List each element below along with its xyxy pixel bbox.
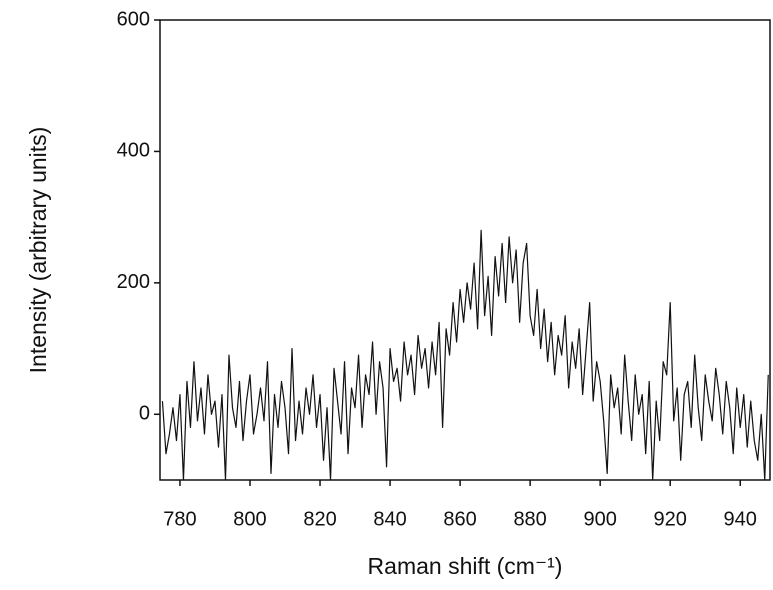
x-tick-label: 800	[233, 508, 266, 530]
y-tick-label: 600	[117, 8, 150, 30]
x-tick-label: 860	[443, 508, 476, 530]
y-axis-label: Intensity (arbitrary units)	[25, 127, 51, 374]
x-tick-label: 920	[654, 508, 687, 530]
x-axis-label: Raman shift (cm⁻¹)	[368, 553, 563, 579]
plot-area	[161, 229, 769, 480]
y-tick-label: 200	[117, 271, 150, 293]
x-tick-label: 900	[583, 508, 616, 530]
x-tick-label: 780	[163, 508, 196, 530]
y-tick-label: 0	[139, 403, 150, 425]
spectrum-line	[161, 229, 769, 480]
x-tick-label: 840	[373, 508, 406, 530]
y-tick-label: 400	[117, 140, 150, 162]
x-tick-label: 940	[724, 508, 757, 530]
x-tick-label: 820	[303, 508, 336, 530]
plot-frame	[159, 19, 771, 481]
x-tick-label: 880	[513, 508, 546, 530]
